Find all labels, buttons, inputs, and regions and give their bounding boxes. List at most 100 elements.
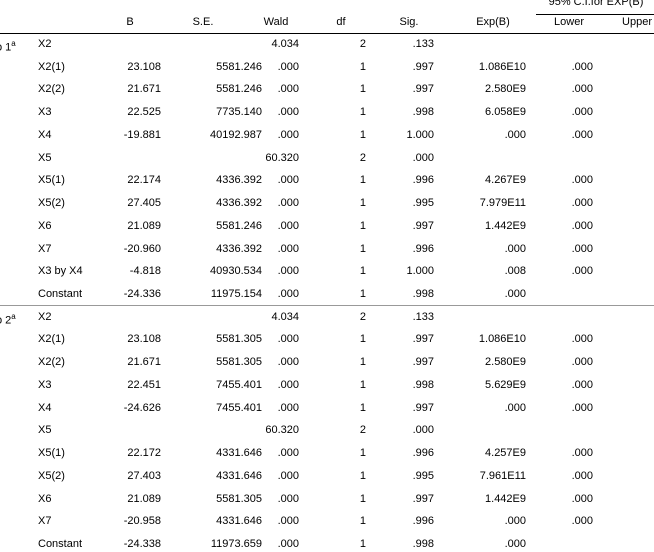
column-header: Upper <box>622 16 652 28</box>
cell-value: .000 <box>571 128 593 141</box>
variable-label: X7 <box>38 515 52 528</box>
column-header: S.E. <box>192 16 214 28</box>
cell-value: .000 <box>571 515 593 528</box>
cell-value: .133 <box>412 310 434 323</box>
cell-value: .000 <box>571 378 593 391</box>
cell-value: 5.629E9 <box>485 378 526 391</box>
cell-value: 4.034 <box>271 310 299 323</box>
footnote-mark: a <box>11 39 16 48</box>
cell-value: 4336.392 <box>216 197 262 210</box>
cell-value: 23.108 <box>127 60 161 73</box>
cell-value: .000 <box>504 538 526 551</box>
cell-value: 21.671 <box>127 83 161 96</box>
cell-value: 4.257E9 <box>485 447 526 460</box>
cell-value: 7.961E11 <box>479 469 526 482</box>
cell-value: .000 <box>571 447 593 460</box>
cell-value: 1.442E9 <box>485 492 526 505</box>
variable-label: X3 by X4 <box>38 265 83 278</box>
cell-value: 1 <box>359 60 366 73</box>
cell-value: .000 <box>571 356 593 369</box>
cell-value: 5581.246 <box>216 83 262 96</box>
cell-value: .000 <box>277 378 299 391</box>
cell-value: 1.000 <box>406 128 434 141</box>
cell-value: 1 <box>359 128 366 141</box>
cell-value: .997 <box>412 401 434 414</box>
header-rule <box>0 33 654 34</box>
cell-value: 1 <box>359 242 366 255</box>
cell-value: .000 <box>504 515 526 528</box>
cell-value: 4331.646 <box>216 469 262 482</box>
variable-label: X6 <box>38 492 52 505</box>
cell-value: 1.086E10 <box>478 60 526 73</box>
column-header: Wald <box>263 16 289 28</box>
cell-value: .000 <box>277 106 299 119</box>
cell-value: 2 <box>359 151 366 164</box>
cell-value: 22.525 <box>127 106 161 119</box>
variable-label: X5(1) <box>38 447 65 460</box>
cell-value: .000 <box>277 83 299 96</box>
variable-label: X2 <box>38 310 52 323</box>
cell-value: .000 <box>277 174 299 187</box>
cell-value: .000 <box>277 242 299 255</box>
variable-label: X5(2) <box>38 197 65 210</box>
cell-value: .997 <box>412 333 434 346</box>
cell-value: 2 <box>359 424 366 437</box>
cell-value: .998 <box>412 106 434 119</box>
cell-value: 4336.392 <box>216 174 262 187</box>
cell-value: .000 <box>277 288 299 301</box>
cell-value: -20.958 <box>123 515 161 528</box>
variable-label: X4 <box>38 128 52 141</box>
cell-value: 5581.305 <box>216 492 262 505</box>
variable-label: X5(1) <box>38 174 65 187</box>
cell-value: 2 <box>359 310 366 323</box>
cell-value: 1 <box>359 401 366 414</box>
column-header: Exp(B) <box>476 16 510 28</box>
cell-value: .008 <box>504 265 526 278</box>
cell-value: 1.086E10 <box>478 333 526 346</box>
cell-value: .000 <box>277 333 299 346</box>
column-header: B <box>126 16 134 28</box>
cell-value: .995 <box>412 197 434 210</box>
variable-label: X6 <box>38 219 52 232</box>
cell-value: 4336.392 <box>216 242 262 255</box>
cell-value: .000 <box>412 424 434 437</box>
cell-value: .000 <box>504 128 526 141</box>
footnote-mark: a <box>11 311 16 321</box>
step-label: p 2a <box>0 311 16 327</box>
variable-label: X2(2) <box>38 356 65 369</box>
cell-value: 4331.646 <box>216 515 262 528</box>
variable-label: X5 <box>38 151 52 164</box>
cell-value: .000 <box>571 265 593 278</box>
cell-value: 5581.305 <box>216 356 262 369</box>
cell-value: .000 <box>277 538 299 551</box>
cell-value: 40192.987 <box>210 128 262 141</box>
cell-value: 1 <box>359 378 366 391</box>
cell-value: 4.267E9 <box>485 174 526 187</box>
variable-label: X2(1) <box>38 60 65 73</box>
cell-value: 4331.646 <box>216 447 262 460</box>
column-header: Lower <box>554 16 584 28</box>
cell-value: 2 <box>359 38 366 50</box>
cell-value: .000 <box>571 60 593 73</box>
cell-value: 1 <box>359 447 366 460</box>
cell-value: 1 <box>359 333 366 346</box>
cell-value: 7735.140 <box>216 106 262 119</box>
cell-value: 5581.305 <box>216 333 262 346</box>
cell-value: .996 <box>412 242 434 255</box>
cell-value: 1 <box>359 469 366 482</box>
cell-value: .000 <box>277 401 299 414</box>
cell-value: .996 <box>412 447 434 460</box>
cell-value: 11975.154 <box>210 288 262 301</box>
cell-value: -24.626 <box>123 401 161 414</box>
cell-value: 1 <box>359 492 366 505</box>
cell-value: .000 <box>571 219 593 232</box>
cell-value: .000 <box>277 265 299 278</box>
cell-value: .997 <box>412 219 434 232</box>
cell-value: 1 <box>359 106 366 119</box>
cell-value: .000 <box>571 197 593 210</box>
cell-value: .997 <box>412 83 434 96</box>
variable-label: X4 <box>38 401 52 414</box>
variable-label: X2(2) <box>38 83 65 96</box>
cell-value: 11973.659 <box>210 538 262 551</box>
